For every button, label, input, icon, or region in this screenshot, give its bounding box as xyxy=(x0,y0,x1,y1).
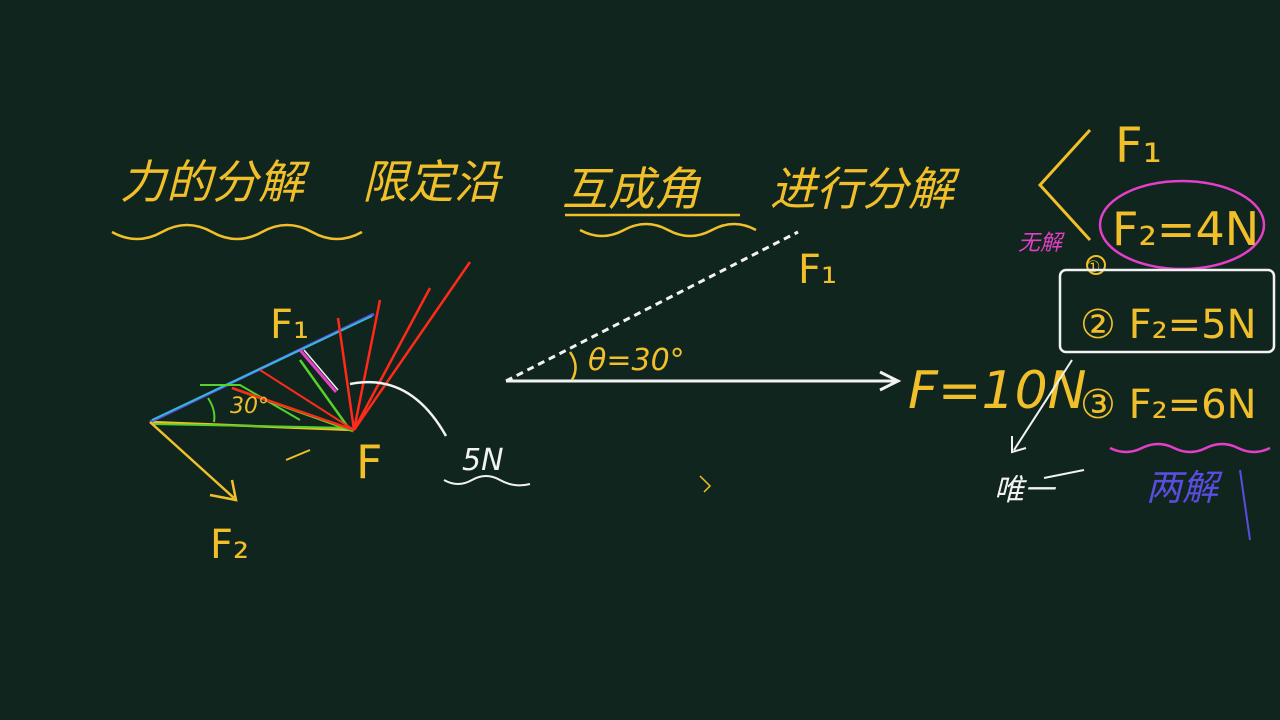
left-f2-arrowhead xyxy=(209,479,238,502)
case1-marker-circle xyxy=(1086,255,1106,275)
main-vector-diagram: θ=30° F=10N F₁ xyxy=(505,230,1087,421)
angle-arc xyxy=(568,351,577,381)
angle-theta-label: θ=30° xyxy=(588,343,685,378)
case2-note-dash xyxy=(1043,469,1085,479)
case2-box xyxy=(1058,268,1276,354)
left-red-stroke-6 xyxy=(259,369,355,431)
title-line: 力的分解 限定沿 互成角 进行分解 xyxy=(111,155,960,241)
stray-mark xyxy=(699,475,712,493)
case3-note: 两解 xyxy=(1146,468,1223,509)
case3-text: ③ F₂=6N xyxy=(1080,382,1257,428)
case3-note-stroke xyxy=(1239,469,1251,541)
vector-f1-label: F₁ xyxy=(798,247,837,293)
title-underline-angle xyxy=(579,222,757,238)
direction-f1-dashed xyxy=(505,230,799,383)
cases-f1-label: F₁ xyxy=(1115,118,1162,174)
left-f1-label: F₁ xyxy=(270,302,309,348)
case1-text: F₂=4N xyxy=(1112,202,1259,256)
left-triangle-diagram: 30° F₁ F₂ F 5N xyxy=(149,261,531,568)
left-f-label: F xyxy=(356,435,382,489)
left-red-stroke-1 xyxy=(352,261,472,431)
left-red-stroke-4 xyxy=(336,317,356,431)
title-restricted-along: 限定沿 xyxy=(362,155,503,209)
left-min-value-underline xyxy=(443,475,531,487)
case2-text: ② F₂=5N xyxy=(1080,302,1257,348)
case3-underline xyxy=(1109,442,1271,454)
left-min-arc xyxy=(349,380,448,437)
vector-f-label: F=10N xyxy=(908,361,1087,421)
left-green-stroke-2 xyxy=(200,384,301,421)
title-at-angle: 互成角 xyxy=(562,162,702,216)
case2-note-arrow xyxy=(1013,359,1073,451)
left-magenta-perpendicular xyxy=(298,349,338,393)
cases-panel: F₁ F₂=4N ① 无解 ② F₂=5N ③ F₂=6N 两解 唯一 xyxy=(994,118,1276,541)
vector-f-arrowhead xyxy=(879,370,902,392)
case2-note-arrowhead xyxy=(1011,436,1027,454)
title-underline-wavy xyxy=(111,223,363,241)
left-red-stroke-2 xyxy=(352,287,432,431)
case1-note: 无解 xyxy=(1018,231,1065,256)
title-force-decomposition: 力的分解 xyxy=(120,155,310,209)
left-small-dash xyxy=(285,449,311,461)
left-f2-arrow xyxy=(149,421,235,499)
cases-bracket xyxy=(1037,128,1092,242)
left-min-value-label: 5N xyxy=(462,443,504,478)
left-angle-label: 30° xyxy=(230,394,269,419)
left-f1-line-cyan xyxy=(151,315,373,421)
left-red-stroke-5 xyxy=(231,386,355,432)
case2-note: 唯一 xyxy=(994,473,1057,508)
left-white-perpendicular xyxy=(303,349,339,391)
left-angle-arc xyxy=(207,397,216,423)
left-f2-label: F₂ xyxy=(210,522,249,568)
left-base-line-green xyxy=(151,423,353,429)
case1-marker: ① xyxy=(1086,257,1100,276)
title-perform-decomposition: 进行分解 xyxy=(770,162,960,216)
left-red-stroke-3 xyxy=(352,299,382,431)
